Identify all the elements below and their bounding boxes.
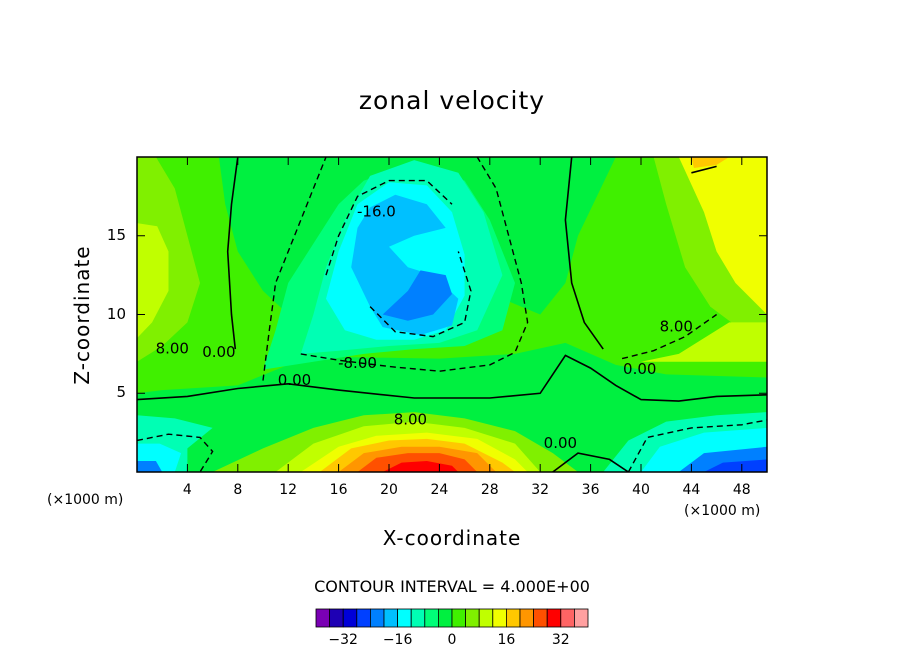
colorbar-swatch-9 [437,608,453,628]
contour-label-2: 0.00 [202,343,235,361]
contour-label-8: 8.00 [660,318,693,336]
contour-region-19 [704,459,767,472]
contour-line-5 [325,179,453,276]
colorbar-swatch-18 [560,608,575,628]
x-tick-label: 48 [732,482,751,498]
y-tick-label: 5 [116,383,126,402]
colorbar-swatch-5 [383,608,399,628]
contour-region-5 [641,322,767,362]
contour-region-15 [137,461,163,472]
x-tick-label: 44 [682,482,701,498]
x-tick-label: 4 [182,482,192,498]
contour-line-2 [564,157,604,350]
contour-region-7 [691,157,730,168]
colorbar-swatch-17 [546,608,562,628]
contour-line-0 [226,157,239,350]
colorbar-swatch-4 [369,608,385,628]
x-tick-label: 16 [329,482,348,498]
contour-lines [137,157,767,472]
colorbar-swatch-2 [342,608,358,628]
x-tick-label: 36 [581,482,600,498]
colorbar-swatch-3 [356,608,371,628]
contour-line-4 [552,452,629,472]
filled-contour-regions [137,157,767,472]
contour-line-7 [369,251,472,338]
y-tick-label: 10 [106,304,126,323]
colorbar-swatch-6 [397,608,412,628]
colorbar-swatch-12 [478,608,494,628]
colorbar [315,608,589,628]
colorbar-swatch-15 [519,608,535,628]
colorbar-tick-label: 16 [497,632,516,648]
contour-label-1: 8.00 [156,340,189,358]
x-tick-label: 20 [380,482,398,498]
x-tick-label: 40 [632,482,650,498]
colorbar-swatch-16 [533,608,548,628]
contour-label-6: 0.00 [544,434,577,452]
colorbar-tick-label: 0 [447,632,457,648]
axis-ticks [137,157,767,472]
contour-line-10 [262,157,327,381]
x-tick-label: 24 [430,482,449,498]
y-tick-label: 15 [106,225,126,244]
contour-label-7: 0.00 [623,360,656,378]
contour-label-5: 8.00 [394,411,427,429]
x-tick-label: 32 [531,482,550,498]
contour-region-6 [678,157,767,315]
chart-title: zonal velocity [358,86,546,115]
x-tick-label: 8 [233,482,243,498]
contour-line-6 [300,157,529,372]
contour-region-12 [382,270,452,321]
contour-label-4: 0.00 [278,371,311,389]
colorbar-swatch-8 [424,608,439,628]
x-tick-label: 12 [279,482,298,498]
colorbar-tick-label: 32 [551,632,570,648]
colorbar-swatch-19 [574,608,589,628]
x-tick-label: 28 [480,482,499,498]
contour-label-0: -16.0 [357,203,396,221]
contour-labels: -16.0 8.00 0.00 -8.00 0.00 8.00 0.00 0.00 8.00 [156,203,693,453]
colorbar-tick-label: −16 [382,632,413,648]
colorbar-swatch-10 [451,608,467,628]
colorbar-swatch-13 [492,608,507,628]
colorbar-swatch-11 [465,608,480,628]
contour-line-3 [691,165,717,174]
x-axis-label: X-coordinate [382,526,522,550]
colorbar-tick-label: −32 [328,632,358,648]
y-axis-label: Z-coordinate [70,245,94,385]
contour-line-8 [137,433,214,472]
colorbar-swatch-14 [505,608,521,628]
x-unit-left: (×1000 m) [47,492,124,508]
contour-label-3: -8.00 [338,354,377,372]
contour-line-1 [137,354,767,402]
contour-region-3 [137,223,169,339]
colorbar-swatch-7 [410,608,426,628]
contour-interval-label: CONTOUR INTERVAL = 4.000E+00 [314,577,590,596]
x-unit-right: (×1000 m) [684,503,761,519]
colorbar-swatch-1 [329,608,344,628]
colorbar-swatch-0 [315,608,331,628]
contour-line-9 [627,419,767,472]
